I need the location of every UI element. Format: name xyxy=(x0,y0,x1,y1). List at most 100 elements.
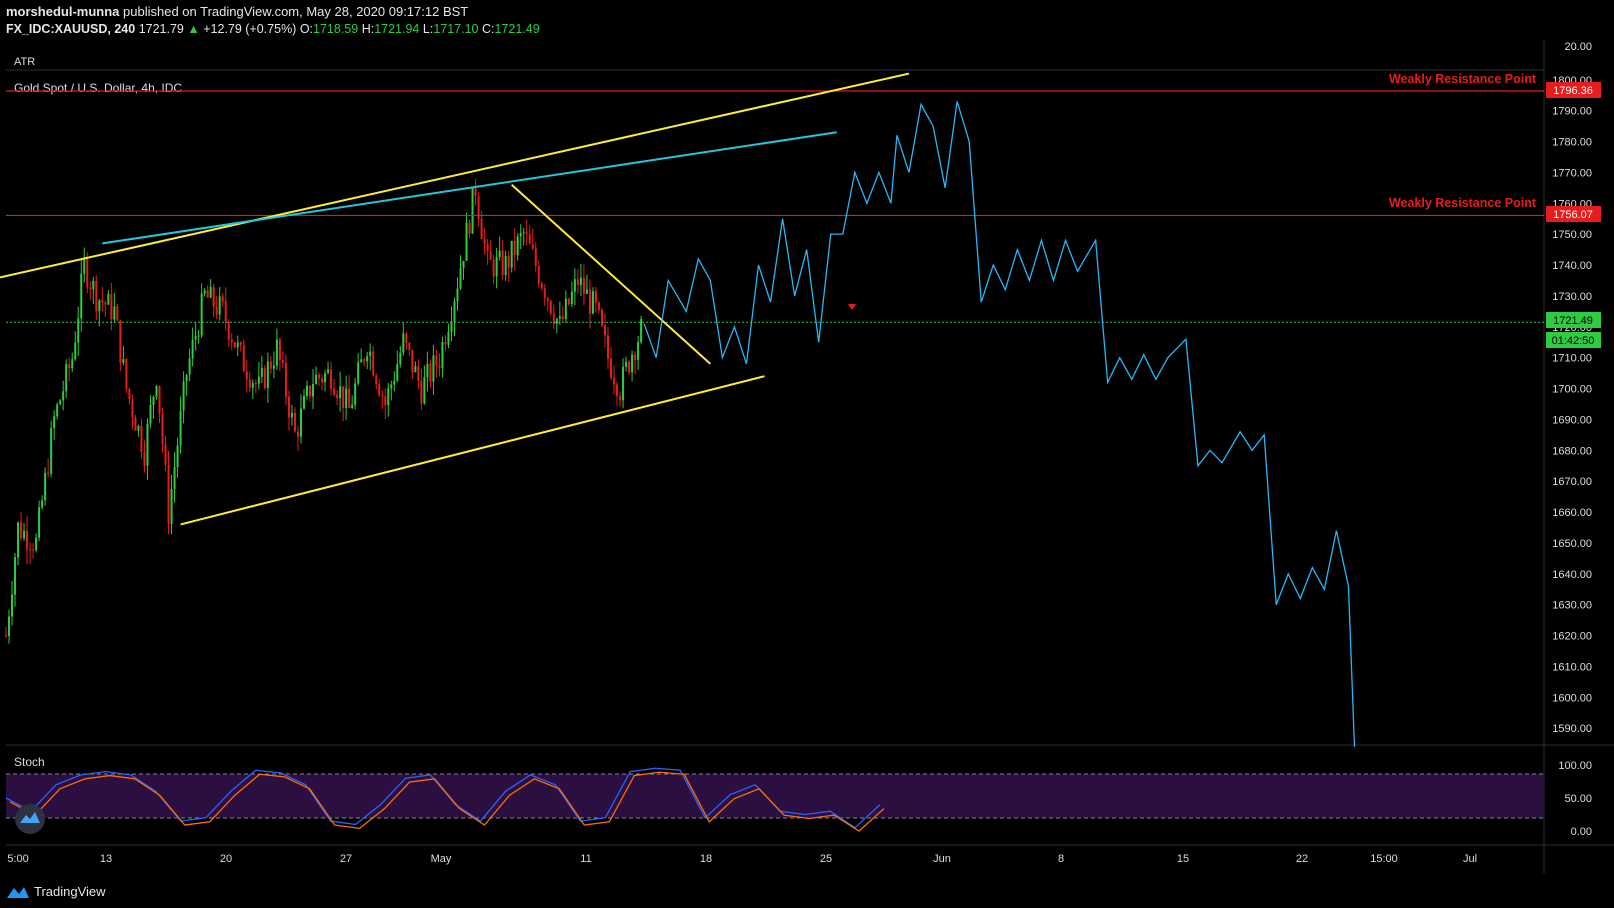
candle-body xyxy=(477,196,480,219)
candle-body xyxy=(408,342,411,350)
candle-body xyxy=(628,361,631,373)
candle-body xyxy=(516,236,519,256)
candle-body xyxy=(450,321,453,332)
time-axis[interactable]: 5:00 13 20 27 May 11 18 25 Jun 8 15 22 15:00 Jul xyxy=(7,853,1477,865)
y-tick-label: 1750.00 xyxy=(1552,229,1592,241)
candle-body xyxy=(567,298,570,305)
candle-body xyxy=(483,239,486,244)
candle-body xyxy=(423,377,426,404)
candle-body xyxy=(411,349,414,373)
high-value: 1721.94 xyxy=(374,22,420,36)
candle-body xyxy=(17,522,20,558)
candle-body xyxy=(429,363,432,382)
price-badge-last: 1721.49 01:42:50 xyxy=(1546,312,1601,348)
candle-body xyxy=(393,380,396,385)
candle-body xyxy=(209,286,212,298)
x-tick-label: 5:00 xyxy=(7,853,28,865)
publisher-name[interactable]: morshedul-munna xyxy=(6,4,120,19)
candle-body xyxy=(363,359,366,362)
candle-body xyxy=(134,417,137,431)
x-tick-label: 8 xyxy=(1058,853,1064,865)
candle-body xyxy=(188,358,191,375)
candle-body xyxy=(369,351,372,356)
candle-body xyxy=(336,394,339,399)
y-tick-label: 1680.00 xyxy=(1552,445,1592,457)
y-tick-label: 1770.00 xyxy=(1552,167,1592,179)
candle-body xyxy=(221,296,224,302)
downtrend-line xyxy=(511,184,712,365)
candle-body xyxy=(29,549,32,551)
candle-body xyxy=(95,280,98,312)
candle-body xyxy=(77,318,80,343)
candle-body xyxy=(41,500,44,508)
candle-body xyxy=(80,273,83,319)
candle-body xyxy=(218,296,221,315)
y-tick-label: 1610.00 xyxy=(1552,661,1592,673)
candle-body xyxy=(116,306,119,321)
candle-body xyxy=(501,250,504,276)
candle-body xyxy=(631,354,634,373)
candle-body xyxy=(486,243,489,252)
candle-body xyxy=(149,405,152,424)
candle-body xyxy=(290,412,293,418)
candle-body xyxy=(164,444,167,465)
last-price: 1721.79 xyxy=(138,22,184,36)
candle-body xyxy=(348,388,351,409)
candle-body xyxy=(613,377,616,385)
candle-body xyxy=(570,291,573,305)
candle-body xyxy=(507,255,510,268)
candle-body xyxy=(161,413,164,445)
candle-body xyxy=(191,339,194,359)
candle-body xyxy=(251,383,254,388)
candle-body xyxy=(260,368,263,377)
candle-body xyxy=(266,361,269,388)
candle-body xyxy=(579,277,582,285)
candle-body xyxy=(272,365,275,369)
candle-body xyxy=(38,507,41,538)
candle-body xyxy=(296,431,299,437)
projection-path xyxy=(643,101,1356,747)
drawings[interactable] xyxy=(0,72,1544,747)
candle-body xyxy=(324,373,327,383)
candle-body xyxy=(321,378,324,383)
resistance-label-2: Weakly Resistance Point xyxy=(1389,196,1537,210)
chart-frame xyxy=(6,40,1614,874)
footer-brand[interactable]: TradingView xyxy=(6,884,106,899)
candle-body xyxy=(537,265,540,284)
y-tick-label: 1660.00 xyxy=(1552,507,1592,519)
candle-body xyxy=(233,342,236,348)
candle-body xyxy=(357,362,360,384)
candle-body xyxy=(176,445,179,468)
price-axis[interactable]: 1590.00 1600.00 1610.00 1620.00 1630.00 1640.… xyxy=(1552,41,1592,838)
candle-body xyxy=(293,412,296,432)
stoch-label[interactable]: Stoch xyxy=(14,755,45,769)
candle-body xyxy=(414,366,417,373)
low-label: L: xyxy=(422,22,434,36)
candle-body xyxy=(390,384,393,389)
candle-body xyxy=(14,557,17,595)
candle-body xyxy=(306,385,308,396)
candle-body xyxy=(585,289,588,294)
symbol-name[interactable]: FX_IDC:XAUUSD, 240 xyxy=(6,22,136,36)
tradingview-watermark-icon[interactable] xyxy=(15,804,45,834)
candle-body xyxy=(71,359,74,369)
candle-body xyxy=(47,472,50,474)
candle-body xyxy=(122,359,125,363)
candle-body xyxy=(432,355,435,382)
candle-body xyxy=(558,316,561,319)
candle-body xyxy=(540,283,543,289)
candle-body xyxy=(345,388,348,409)
candle-body xyxy=(471,187,474,234)
candle-body xyxy=(492,259,495,277)
candle-body xyxy=(435,355,438,366)
published-text: published on TradingView.com, May 28, 20… xyxy=(123,4,469,19)
candle-body xyxy=(405,333,408,343)
candle-body xyxy=(5,635,7,637)
main-title[interactable]: Gold Spot / U.S. Dollar, 4h, IDC xyxy=(14,81,182,95)
candle-body xyxy=(227,321,230,340)
candle-body xyxy=(257,376,260,384)
candle-body xyxy=(269,361,272,369)
atr-label[interactable]: ATR xyxy=(14,56,35,68)
candle-body xyxy=(92,280,95,290)
